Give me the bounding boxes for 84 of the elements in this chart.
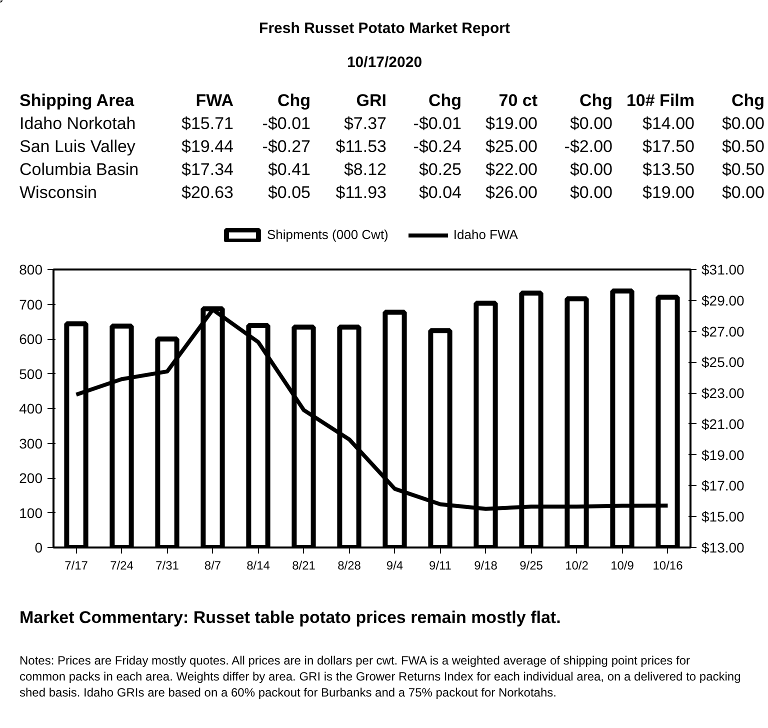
text: $19.00 [486,114,538,133]
text: -$0.01 [413,114,462,133]
text: -$0.24 [413,137,462,156]
x-tick-label: 10/16 [652,558,684,572]
y2-tick-label: $15.00 [702,508,745,525]
x-tick-label: 8/21 [292,558,316,572]
text: Notes: Prices are Friday mostly quotes. All prices are in dollars per cwt. FWA is a weighted average of shipping point prices for common packs in each area. Weights differ by area. GRI is the Grower Returns Index for each individual area, on a delivered to packing shed basis. Idaho GRIs are based on a 60% packout for Burbanks and a 75% packout for Norkotahs. [20,654,741,700]
x-tick-label: 10/2 [565,558,589,572]
y2-tick-label: $13.00 [702,540,745,556]
category-label: 70 ct [498,91,538,110]
x-tick-label: 7/24 [110,558,134,572]
text: $11.93 [336,183,386,202]
text: -$0.27 [262,137,310,156]
text: Fresh Russet Potato Market Report [259,20,510,37]
text: $0.50 [722,160,765,179]
text: $14.00 [642,114,695,133]
text: $0.41 [268,160,311,179]
y2-tick-label: $19.00 [702,446,745,463]
y2-tick-label: $29.00 [702,292,745,308]
y-tick-label: 500 [19,366,43,382]
category-label: 10# Film [626,91,695,110]
category-label: Idaho Norkotah [20,114,136,133]
text: $0.25 [418,160,462,179]
category-label: Chg [428,91,462,110]
y2-tick-label: $17.00 [702,478,745,494]
x-tick-label: 9/25 [520,558,544,572]
x-tick-label: 10/9 [610,558,634,572]
text: $0.00 [570,183,613,202]
y-tick-label: 800 [19,262,43,278]
text: $17.50 [642,137,695,156]
x-tick-label: 8/14 [246,558,270,572]
text: $8.12 [344,160,387,179]
legend-label: Idaho FWA [453,227,518,242]
y2-tick-label: $21.00 [702,416,745,432]
text: Market Commentary: Russet table potato prices remain mostly flat. [20,608,561,627]
category-label: Shipping Area [20,91,135,110]
x-tick-label: 7/17 [64,558,88,572]
y2-tick-label: $23.00 [702,385,745,402]
y-tick-label: 600 [19,331,43,347]
text: 10/17/2020 [346,54,422,71]
y-tick-label: 100 [19,504,43,521]
text: $7.37 [344,114,387,133]
y2-tick-label: $31.00 [702,262,745,278]
text: $0.50 [722,137,765,156]
text: $0.00 [570,114,613,133]
text: $15.71 [182,114,234,133]
text: $0.04 [418,183,462,202]
text: $0.00 [722,114,765,133]
x-tick-label: 8/7 [204,558,222,572]
text: -$0.01 [262,114,310,133]
category-label: GRI [356,91,387,110]
y2-tick-label: $25.00 [702,354,745,370]
text: $17.34 [182,160,234,179]
text: $11.53 [336,137,386,156]
text: $22.00 [486,160,538,179]
text: $13.50 [642,160,695,179]
text: $26.00 [486,183,538,202]
category-label: Chg [277,91,310,110]
y-tick-label: 300 [19,435,43,452]
text: $19.44 [182,137,234,156]
text: $0.00 [722,183,765,202]
y-tick-label: 400 [19,400,43,416]
text: $25.00 [486,137,538,156]
category-label: Chg [731,91,764,110]
category-label: San Luis Valley [20,137,136,156]
x-tick-label: 9/4 [386,558,404,572]
x-tick-label: 9/18 [474,558,498,572]
text: $0.05 [268,183,311,202]
legend-label: Shipments (000 Cwt) [267,227,388,242]
y-tick-label: 0 [34,540,43,556]
y2-tick-label: $27.00 [702,323,745,340]
text: -$2.00 [564,137,612,156]
category-label: Wisconsin [20,183,97,202]
category-label: Columbia Basin [20,160,139,179]
text: $20.63 [182,183,234,202]
y-tick-label: 200 [19,470,43,486]
text: $0.00 [570,160,613,179]
text: $19.00 [642,183,695,202]
category-label: Chg [579,91,612,110]
x-tick-label: 9/11 [429,558,452,572]
x-tick-label: 7/31 [156,558,180,572]
y-tick-label: 700 [19,296,43,312]
category-label: FWA [196,91,234,110]
x-tick-label: 8/28 [338,558,362,572]
